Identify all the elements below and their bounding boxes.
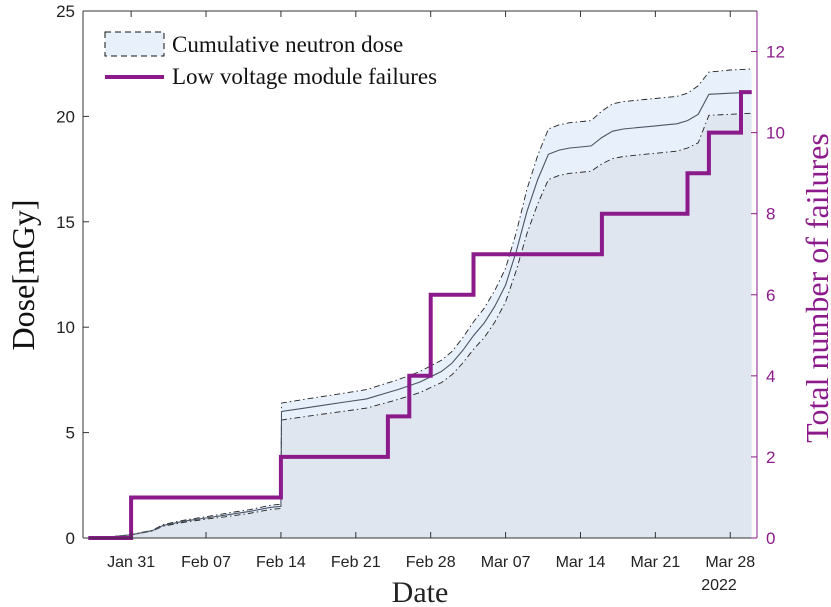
legend: Cumulative neutron dose Low voltage modu… <box>104 31 437 89</box>
right-tick-label: 10 <box>766 124 785 143</box>
dose-lower-bound-line <box>88 112 752 539</box>
x-tick-label: Feb 14 <box>256 554 306 571</box>
x-tick-label: Jan 31 <box>107 554 155 571</box>
failures-step-line <box>88 90 752 540</box>
x-axis-label: Date <box>392 576 449 607</box>
dose-area-fill <box>88 113 752 538</box>
x-tick-label: Mar 07 <box>481 554 531 571</box>
x-tick-label: Mar 21 <box>630 554 680 571</box>
year-label: 2022 <box>701 577 737 594</box>
right-tick-label: 8 <box>766 205 775 224</box>
dose-uncertainty-band-group <box>88 69 752 538</box>
right-y-axis-label: Total number of failures <box>799 133 831 443</box>
dose-line <box>88 91 752 539</box>
left-y-axis-label: Dose[mGy] <box>5 199 41 350</box>
data-lines-group <box>88 68 752 540</box>
x-tick-label: Feb 07 <box>181 554 231 571</box>
right-tick-label: 2 <box>766 448 775 467</box>
right-tick-label: 6 <box>766 286 775 305</box>
left-tick-label: 0 <box>66 529 75 548</box>
axes-group <box>82 10 758 539</box>
dose-upper-bound-line <box>88 68 752 539</box>
dose-uncertainty-band <box>88 69 752 538</box>
legend-dose-label: Cumulative neutron dose <box>172 32 403 57</box>
left-tick-label: 15 <box>56 213 75 232</box>
x-tick-label: Mar 28 <box>705 554 755 571</box>
legend-dose-swatch <box>104 31 165 57</box>
x-tick-label: Feb 28 <box>406 554 456 571</box>
left-tick-label: 25 <box>56 2 75 21</box>
right-tick-label: 12 <box>766 43 785 62</box>
x-tick-label: Feb 21 <box>331 554 381 571</box>
right-tick-label: 0 <box>766 529 775 548</box>
right-tick-label: 4 <box>766 367 775 386</box>
left-tick-label: 10 <box>56 318 75 337</box>
ticks-group: 0 5 10 15 20 25 0 2 4 6 8 10 12 Jan 31 Feb 07 Feb 14 Feb… <box>56 2 785 571</box>
left-tick-label: 5 <box>66 424 75 443</box>
x-tick-label: Mar 14 <box>556 554 606 571</box>
legend-failures-label: Low voltage module failures <box>172 64 437 89</box>
left-tick-label: 20 <box>56 107 75 126</box>
